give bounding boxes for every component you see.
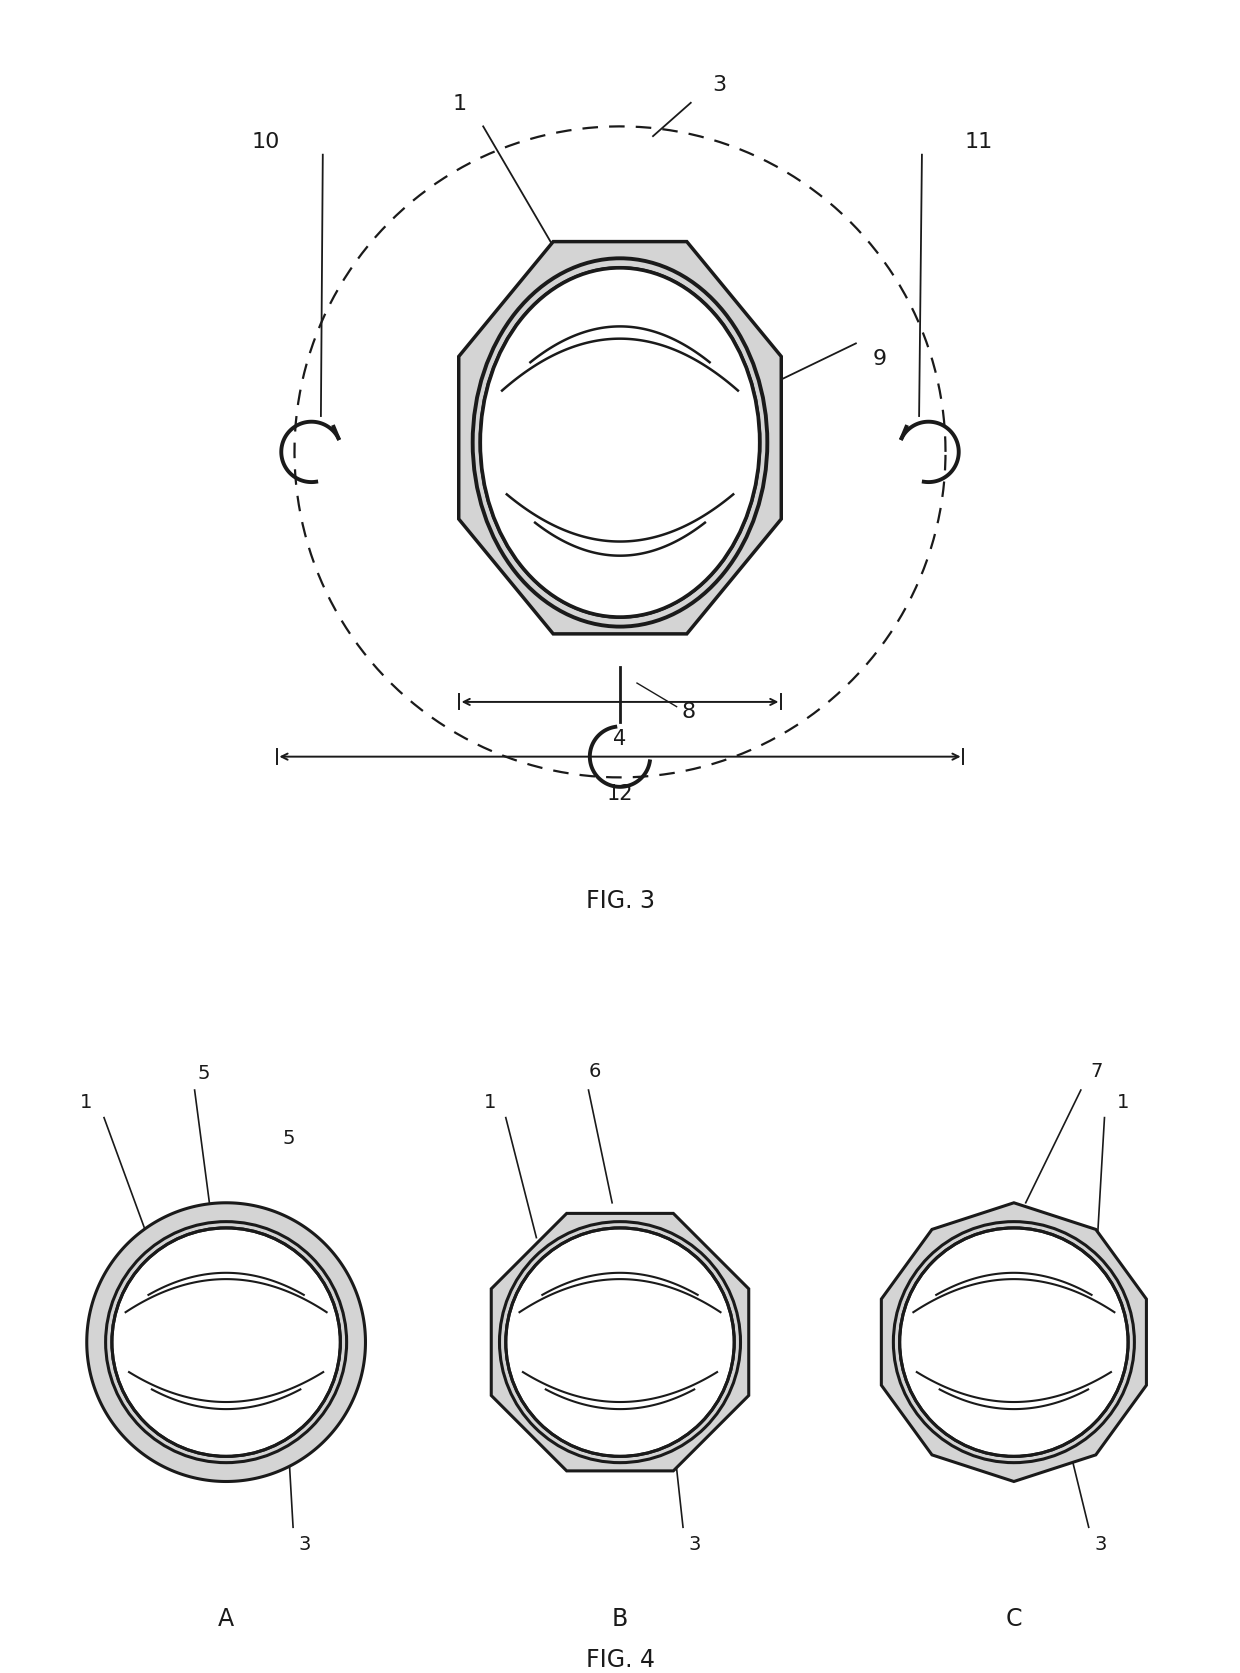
Text: 4: 4: [614, 729, 626, 750]
Polygon shape: [459, 243, 781, 634]
Text: B: B: [611, 1606, 629, 1630]
Text: 2: 2: [1016, 1313, 1028, 1333]
Ellipse shape: [480, 269, 760, 617]
Text: 11: 11: [965, 132, 993, 152]
Text: 1: 1: [484, 1092, 496, 1111]
Text: 1: 1: [79, 1092, 92, 1111]
Text: 1: 1: [1116, 1092, 1128, 1111]
Text: 1: 1: [453, 94, 466, 114]
Text: 9: 9: [873, 348, 887, 368]
Text: 3: 3: [1095, 1534, 1107, 1553]
Ellipse shape: [480, 269, 760, 617]
Polygon shape: [882, 1203, 1147, 1482]
Polygon shape: [491, 1213, 749, 1471]
Text: 3: 3: [712, 75, 727, 95]
Text: 3: 3: [688, 1534, 701, 1553]
Text: 8: 8: [681, 703, 696, 723]
Text: 7: 7: [1090, 1061, 1102, 1081]
Text: 2: 2: [228, 1313, 241, 1333]
Text: 10: 10: [252, 132, 280, 152]
Text: 5: 5: [198, 1064, 211, 1082]
Ellipse shape: [112, 1228, 340, 1457]
Text: 12: 12: [606, 783, 634, 803]
Ellipse shape: [900, 1228, 1128, 1457]
Text: 2: 2: [627, 410, 641, 428]
Text: 2: 2: [621, 1313, 634, 1333]
Ellipse shape: [506, 1228, 734, 1457]
Text: 6: 6: [589, 1061, 601, 1081]
Text: 3: 3: [299, 1534, 311, 1553]
Polygon shape: [87, 1203, 366, 1482]
Text: 5: 5: [283, 1128, 295, 1148]
Text: FIG. 3: FIG. 3: [585, 888, 655, 912]
Text: FIG. 4: FIG. 4: [585, 1646, 655, 1671]
Text: A: A: [218, 1606, 234, 1630]
Text: C: C: [1006, 1606, 1022, 1630]
